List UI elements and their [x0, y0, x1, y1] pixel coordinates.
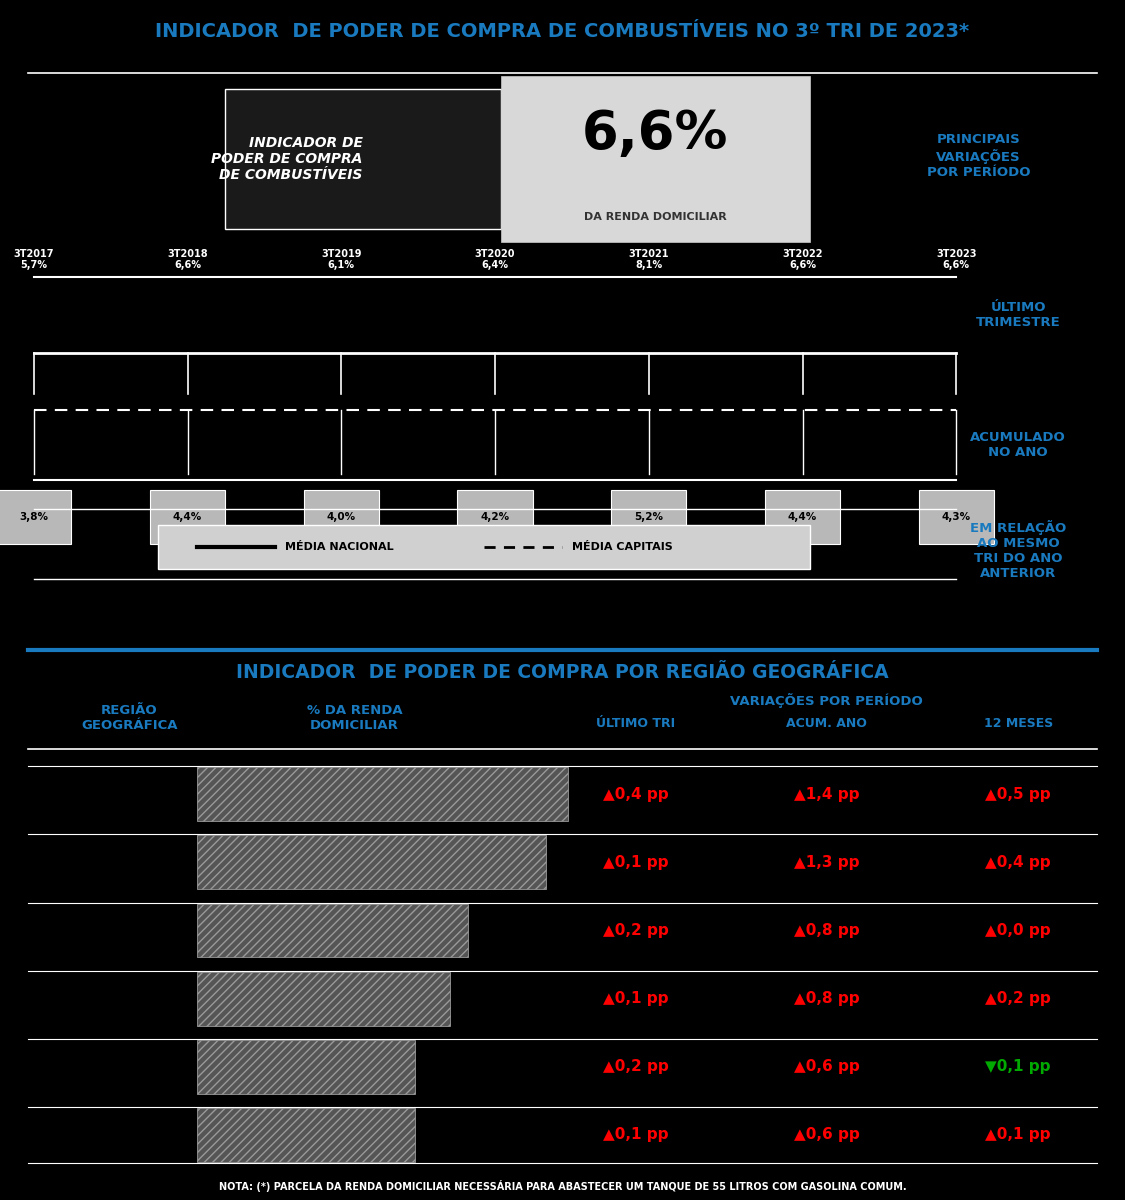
Text: ACUM. ANO: ACUM. ANO — [786, 716, 867, 730]
Text: 3T2019
6,1%: 3T2019 6,1% — [321, 248, 361, 270]
Text: ▲1,4 pp: ▲1,4 pp — [794, 787, 860, 802]
Bar — [150, 490, 225, 544]
Bar — [197, 904, 468, 958]
Text: ▲0,5 pp: ▲0,5 pp — [986, 787, 1051, 802]
Bar — [611, 490, 686, 544]
Text: 4,2%: 4,2% — [480, 511, 510, 522]
Bar — [501, 77, 810, 241]
Text: ▲0,6 pp: ▲0,6 pp — [794, 1060, 860, 1074]
Bar — [197, 1108, 415, 1162]
Bar — [158, 524, 810, 569]
Text: 3T2018
6,6%: 3T2018 6,6% — [168, 248, 208, 270]
Text: EM RELAÇÃO
AO MESMO
TRI DO ANO
ANTERIOR: EM RELAÇÃO AO MESMO TRI DO ANO ANTERIOR — [970, 520, 1066, 580]
Text: 3T2017
5,7%: 3T2017 5,7% — [14, 248, 54, 270]
Text: REGIÃO
GEOGRÁFICA: REGIÃO GEOGRÁFICA — [81, 703, 178, 732]
Text: % DA RENDA
DOMICILIAR: % DA RENDA DOMICILIAR — [306, 703, 403, 732]
Text: ▲1,3 pp: ▲1,3 pp — [794, 854, 860, 870]
Text: PRINCIPAIS
VARIAÇÕES
POR PERÍODO: PRINCIPAIS VARIAÇÕES POR PERÍODO — [927, 133, 1030, 179]
Text: ▲0,2 pp: ▲0,2 pp — [603, 1060, 668, 1074]
Text: ▲0,8 pp: ▲0,8 pp — [794, 923, 860, 938]
Text: ▲0,4 pp: ▲0,4 pp — [603, 787, 668, 802]
Text: INDICADOR  DE PODER DE COMPRA POR REGIÃO GEOGRÁFICA: INDICADOR DE PODER DE COMPRA POR REGIÃO … — [236, 664, 889, 682]
Text: 4,0%: 4,0% — [326, 511, 356, 522]
Bar — [197, 767, 568, 821]
Text: DA RENDA DOMICILIAR: DA RENDA DOMICILIAR — [584, 212, 727, 222]
Text: 12 MESES: 12 MESES — [983, 716, 1053, 730]
Bar — [197, 835, 547, 889]
Text: 3T2022
6,6%: 3T2022 6,6% — [782, 248, 822, 270]
Text: 6,6%: 6,6% — [582, 108, 729, 160]
Bar — [304, 490, 379, 544]
Bar — [918, 490, 994, 544]
Text: 4,3%: 4,3% — [942, 511, 971, 522]
Bar — [197, 972, 450, 1026]
Text: ▼0,1 pp: ▼0,1 pp — [986, 1060, 1051, 1074]
Text: ACUMULADO
NO ANO: ACUMULADO NO ANO — [970, 431, 1066, 460]
Text: ▲0,0 pp: ▲0,0 pp — [986, 923, 1051, 938]
Text: INDICADOR DE
PODER DE COMPRA
DE COMBUSTÍVEIS: INDICADOR DE PODER DE COMPRA DE COMBUSTÍ… — [212, 136, 362, 182]
Text: ▲0,2 pp: ▲0,2 pp — [986, 991, 1051, 1006]
Bar — [0, 490, 72, 544]
Bar — [457, 490, 533, 544]
Text: MÉDIA CAPITAIS: MÉDIA CAPITAIS — [572, 542, 673, 552]
Text: ▲0,4 pp: ▲0,4 pp — [986, 854, 1051, 870]
Text: NOTA: (*) PARCELA DA RENDA DOMICILIAR NECESSÁRIA PARA ABASTECER UM TANQUE DE 55 : NOTA: (*) PARCELA DA RENDA DOMICILIAR NE… — [218, 1180, 907, 1192]
Text: ▲0,1 pp: ▲0,1 pp — [603, 991, 668, 1006]
Text: ÚLTIMO
TRIMESTRE: ÚLTIMO TRIMESTRE — [975, 301, 1061, 329]
Text: ▲0,1 pp: ▲0,1 pp — [603, 854, 668, 870]
Text: 3,8%: 3,8% — [19, 511, 48, 522]
Text: 4,4%: 4,4% — [788, 511, 817, 522]
Text: 4,4%: 4,4% — [173, 511, 202, 522]
Bar — [225, 89, 501, 229]
Text: ▲0,8 pp: ▲0,8 pp — [794, 991, 860, 1006]
Text: VARIAÇÕES POR PERÍODO: VARIAÇÕES POR PERÍODO — [730, 694, 924, 708]
Text: INDICADOR  DE PODER DE COMPRA DE COMBUSTÍVEIS NO 3º TRI DE 2023*: INDICADOR DE PODER DE COMPRA DE COMBUSTÍ… — [155, 23, 970, 41]
Text: 3T2020
6,4%: 3T2020 6,4% — [475, 248, 515, 270]
Text: ▲0,2 pp: ▲0,2 pp — [603, 923, 668, 938]
Bar — [765, 490, 840, 544]
Text: ▲0,1 pp: ▲0,1 pp — [603, 1128, 668, 1142]
Text: ▲0,1 pp: ▲0,1 pp — [986, 1128, 1051, 1142]
Text: 3T2021
8,1%: 3T2021 8,1% — [629, 248, 669, 270]
Text: ▲0,6 pp: ▲0,6 pp — [794, 1128, 860, 1142]
Text: MÉDIA NACIONAL: MÉDIA NACIONAL — [285, 542, 394, 552]
Text: 3T2023
6,6%: 3T2023 6,6% — [936, 248, 976, 270]
Text: ÚLTIMO TRI: ÚLTIMO TRI — [596, 716, 675, 730]
Text: 5,2%: 5,2% — [634, 511, 664, 522]
Bar — [197, 1040, 415, 1093]
